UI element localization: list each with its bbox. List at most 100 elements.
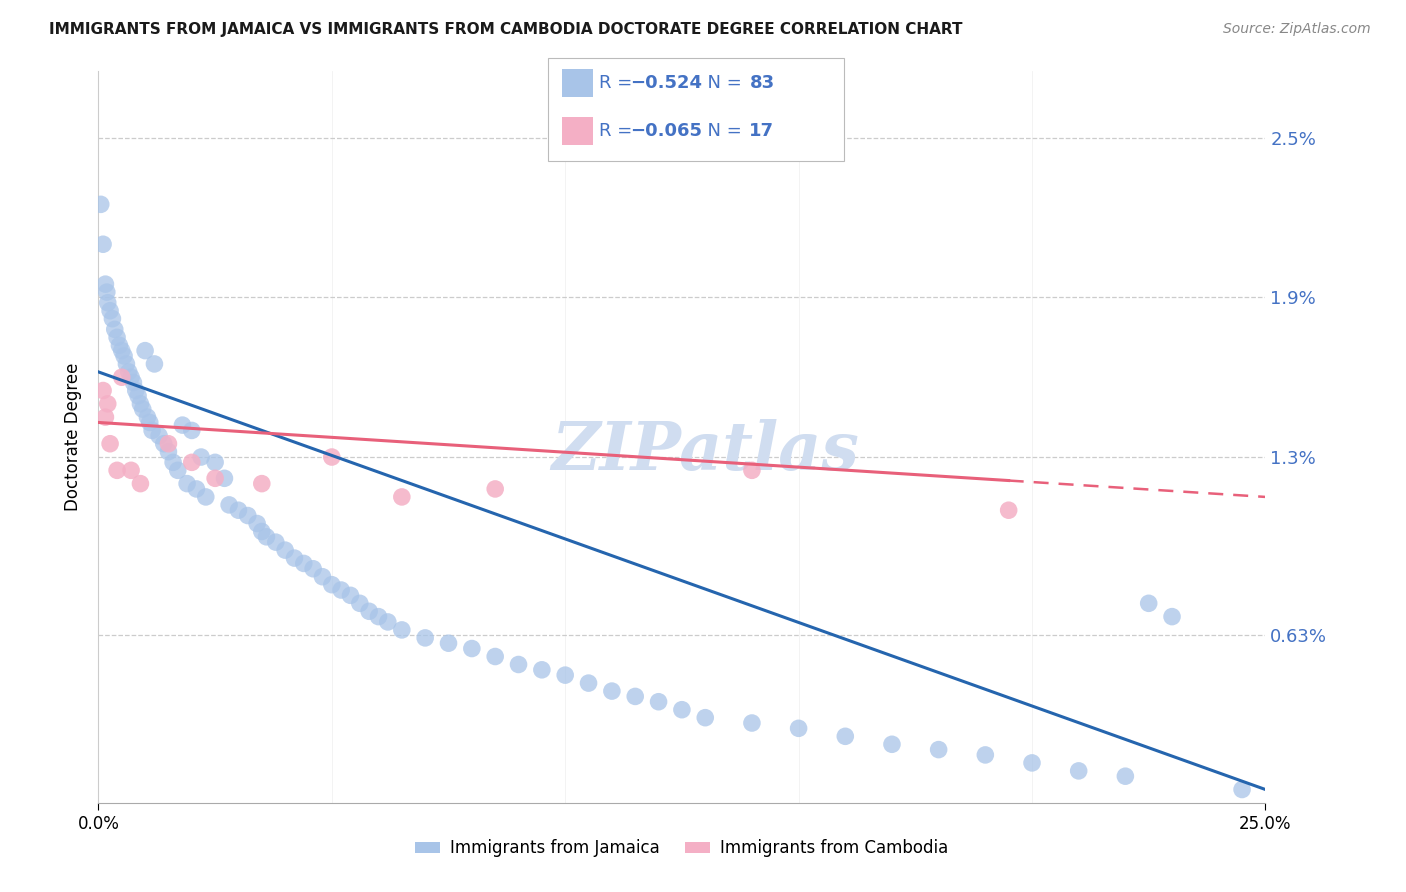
Point [250, 524, 273, 539]
Point [834, 729, 856, 743]
Point [91, 237, 114, 252]
Text: N =: N = [696, 74, 748, 92]
Text: 83: 83 [749, 74, 775, 92]
Point [115, 357, 138, 371]
Point [111, 370, 134, 384]
Point [292, 557, 315, 571]
Point [122, 376, 145, 390]
Point [880, 737, 903, 751]
Legend: Immigrants from Jamaica, Immigrants from Cambodia: Immigrants from Jamaica, Immigrants from… [409, 832, 955, 864]
Point [264, 535, 287, 549]
Point [1137, 596, 1160, 610]
Text: 17: 17 [749, 122, 775, 140]
Point [437, 636, 460, 650]
Point [104, 322, 127, 336]
Point [461, 641, 484, 656]
Point [98, 436, 121, 450]
Point [484, 649, 506, 664]
Point [339, 588, 361, 602]
Point [112, 349, 135, 363]
Point [111, 343, 134, 358]
Point [508, 657, 530, 672]
Point [139, 416, 162, 430]
Point [236, 508, 259, 523]
Point [321, 577, 343, 591]
Text: ZIPatlas: ZIPatlas [551, 419, 859, 484]
Point [228, 503, 250, 517]
Point [94, 277, 117, 292]
Point [695, 711, 717, 725]
Point [1161, 609, 1184, 624]
Point [194, 490, 217, 504]
Point [214, 471, 236, 485]
Point [129, 476, 152, 491]
Point [90, 197, 112, 211]
Point [190, 450, 212, 464]
Point [129, 397, 152, 411]
Point [108, 338, 131, 352]
Point [250, 476, 273, 491]
Text: N =: N = [696, 122, 748, 140]
Point [127, 389, 149, 403]
Point [125, 384, 148, 398]
Point [101, 311, 124, 326]
Point [136, 410, 159, 425]
Point [302, 562, 325, 576]
Point [530, 663, 553, 677]
Point [413, 631, 436, 645]
Point [152, 436, 174, 450]
Point [624, 690, 647, 704]
Point [180, 424, 202, 438]
Point [1021, 756, 1043, 770]
Point [367, 609, 389, 624]
Point [600, 684, 623, 698]
Point [741, 716, 763, 731]
Point [741, 463, 763, 477]
Text: −0.065: −0.065 [630, 122, 702, 140]
Point [180, 455, 202, 469]
Point [132, 402, 155, 417]
Point [647, 695, 669, 709]
Text: −0.524: −0.524 [630, 74, 702, 92]
Point [97, 295, 120, 310]
Point [91, 384, 114, 398]
Point [321, 450, 343, 464]
Point [218, 498, 240, 512]
Point [96, 285, 118, 299]
Point [391, 490, 413, 504]
Point [105, 330, 128, 344]
Point [377, 615, 399, 629]
Text: IMMIGRANTS FROM JAMAICA VS IMMIGRANTS FROM CAMBODIA DOCTORATE DEGREE CORRELATION: IMMIGRANTS FROM JAMAICA VS IMMIGRANTS FR… [49, 22, 963, 37]
Point [143, 357, 166, 371]
Point [176, 476, 198, 491]
Text: R =: R = [599, 122, 638, 140]
Point [330, 582, 353, 597]
Point [166, 463, 188, 477]
Point [105, 463, 128, 477]
Point [204, 455, 226, 469]
Point [997, 503, 1019, 517]
Point [246, 516, 269, 531]
Point [186, 482, 208, 496]
Point [391, 623, 413, 637]
Y-axis label: Doctorate Degree: Doctorate Degree [65, 363, 83, 511]
Point [97, 397, 120, 411]
Point [928, 742, 950, 756]
Point [162, 455, 184, 469]
Text: R =: R = [599, 74, 638, 92]
Point [283, 551, 305, 566]
Point [578, 676, 600, 690]
Point [98, 303, 121, 318]
Point [274, 543, 297, 558]
Point [359, 604, 381, 618]
Point [974, 747, 997, 762]
Point [787, 722, 810, 736]
Point [1114, 769, 1136, 783]
Point [349, 596, 371, 610]
Point [554, 668, 576, 682]
Point [172, 418, 194, 433]
Point [94, 410, 117, 425]
Point [148, 429, 170, 443]
Text: Source: ZipAtlas.com: Source: ZipAtlas.com [1223, 22, 1371, 37]
Point [157, 436, 180, 450]
